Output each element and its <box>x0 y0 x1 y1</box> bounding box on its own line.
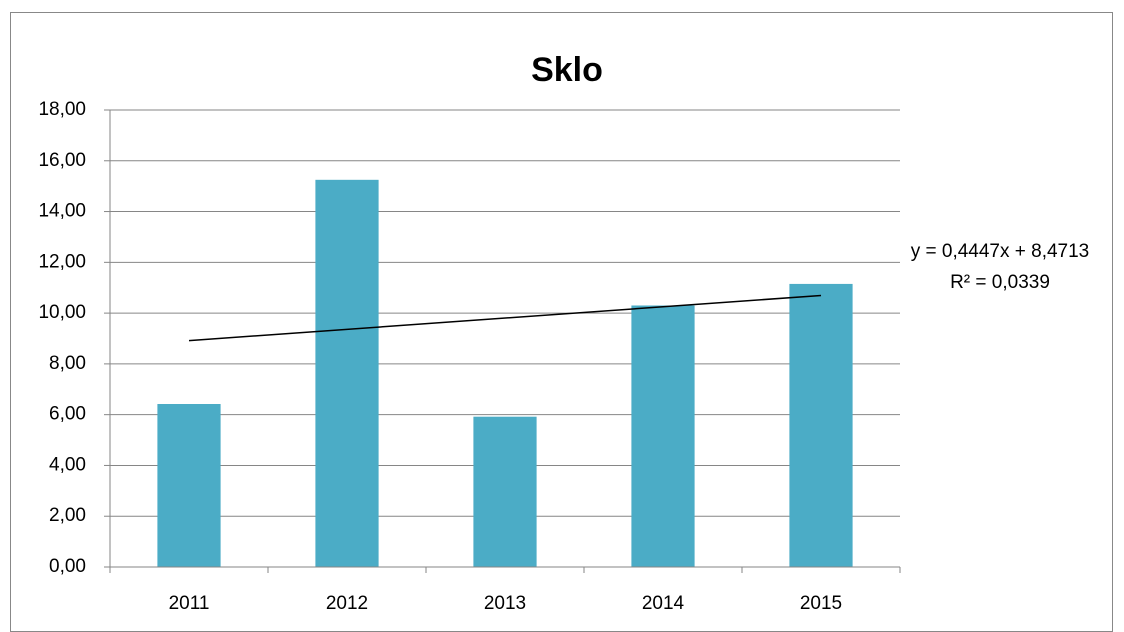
y-tick-label: 0,00 <box>49 556 86 577</box>
bar <box>315 179 379 567</box>
y-tick-label: 2,00 <box>49 505 86 526</box>
bar <box>631 305 695 567</box>
trendline-r2: R² = 0,0339 <box>950 272 1050 293</box>
chart-title: Sklo <box>531 51 603 89</box>
trendline <box>188 294 822 342</box>
y-tick-label: 4,00 <box>49 454 86 475</box>
trendline-equation: y = 0,4447x + 8,4713 <box>911 241 1090 262</box>
y-tick-label: 10,00 <box>38 302 86 323</box>
y-tick-label: 12,00 <box>38 251 86 272</box>
x-tick-label: 2014 <box>642 593 685 614</box>
y-tick-label: 14,00 <box>38 201 86 222</box>
bar <box>789 283 853 567</box>
y-tick-label: 6,00 <box>49 404 86 425</box>
x-tick-label: 2015 <box>800 593 842 614</box>
y-tick-label: 16,00 <box>38 150 86 171</box>
bar <box>473 416 537 567</box>
y-tick-label: 18,00 <box>38 99 86 120</box>
x-tick-label: 2013 <box>484 593 526 614</box>
x-tick-label: 2011 <box>169 593 210 614</box>
y-tick-label: 8,00 <box>49 353 86 374</box>
bar <box>157 404 221 567</box>
x-tick-label: 2012 <box>326 593 368 614</box>
